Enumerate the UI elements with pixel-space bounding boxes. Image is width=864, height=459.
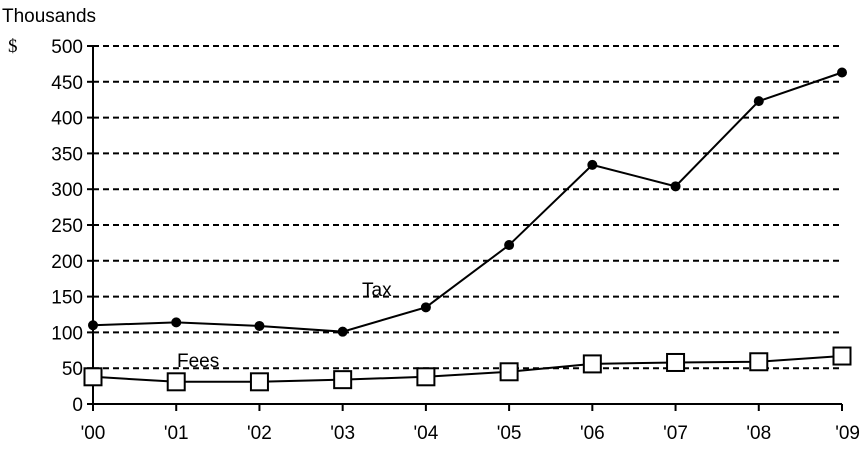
y-unit-label: Thousands	[2, 6, 96, 27]
data-point-fees	[249, 372, 269, 392]
series-line-fees	[92, 355, 843, 383]
y-tick-label: 450	[51, 73, 83, 94]
data-point-tax	[753, 96, 764, 107]
series	[83, 67, 852, 392]
y-currency-symbol: $	[8, 36, 18, 57]
x-tick-label: '05	[497, 423, 522, 444]
x-tick-label: '08	[746, 423, 771, 444]
data-point-fees	[749, 352, 769, 372]
data-point-fees	[83, 367, 103, 387]
data-point-tax	[837, 67, 847, 78]
y-tick-label: 350	[51, 144, 83, 165]
data-point-fees	[832, 346, 852, 366]
data-point-tax	[670, 181, 681, 192]
series-line-tax	[92, 71, 843, 333]
y-tick-label: 150	[51, 288, 83, 309]
y-tick-label: 300	[51, 180, 83, 201]
x-tick-label: '04	[414, 423, 439, 444]
y-tick-label: 200	[51, 252, 83, 273]
data-point-fees	[666, 352, 686, 372]
y-tick-label: 50	[62, 359, 83, 380]
data-point-fees	[499, 362, 519, 382]
gridlines	[93, 45, 842, 370]
data-point-fees	[582, 354, 602, 374]
x-tick-label: '03	[330, 423, 355, 444]
y-tick-label: 100	[51, 323, 83, 344]
x-tick-label: '00	[81, 423, 106, 444]
y-tick-label: 400	[51, 109, 83, 130]
data-point-fees	[333, 370, 353, 390]
series-label-fees: Fees	[177, 351, 219, 372]
x-tick-label: '06	[580, 423, 605, 444]
data-point-tax	[171, 317, 182, 328]
series-label-tax: Tax	[362, 280, 392, 301]
data-point-tax	[420, 302, 431, 313]
x-tick-label: '01	[164, 423, 189, 444]
data-point-tax	[254, 320, 265, 331]
series-labels: Tax Fees	[177, 280, 392, 372]
y-tick-label: 500	[51, 37, 83, 58]
data-point-tax	[504, 240, 515, 251]
data-point-tax	[587, 159, 598, 170]
data-point-fees	[416, 367, 436, 387]
x-tick-label: '09	[835, 423, 860, 444]
y-tick-label: 250	[51, 216, 83, 237]
data-point-fees	[166, 372, 186, 392]
x-tick-label: '02	[247, 423, 272, 444]
data-point-tax	[88, 320, 98, 331]
x-tick-labels: '00 '01 '02 '03 '04 '05 '06 '07 '08 '09	[81, 423, 860, 444]
x-tick-label: '07	[663, 423, 688, 444]
y-tick-labels: 0 50 100 150 200 250 300 350 400 450 500	[51, 37, 83, 416]
y-tick-label: 0	[72, 395, 83, 416]
data-point-tax	[337, 326, 348, 337]
